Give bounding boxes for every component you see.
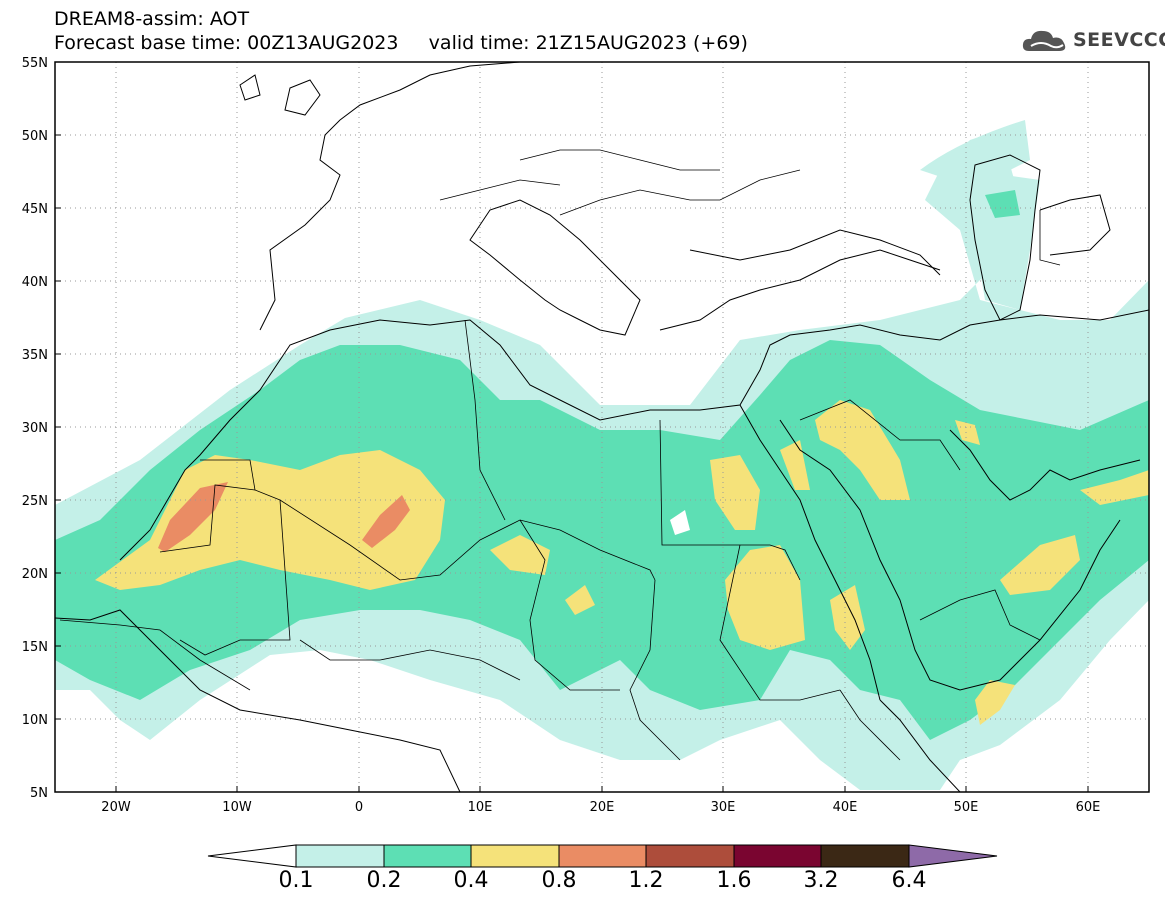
lat-label: 20N <box>22 567 48 582</box>
lon-label: 20W <box>101 800 131 815</box>
aot-band-0.4-gulf <box>955 420 980 445</box>
aot-band-0.4-egypt <box>710 455 760 530</box>
colorbar-label: 3.2 <box>803 868 839 893</box>
colorbar-swatch <box>558 844 647 868</box>
colorbar-under-arrow <box>207 844 297 868</box>
aot-band-0.4-libya <box>565 585 595 615</box>
aot-band-0.4-pakistan <box>1080 470 1149 505</box>
clear-patch <box>670 510 690 535</box>
colorbar <box>207 844 998 868</box>
lon-label: 10W <box>222 800 252 815</box>
colorbar-label: 1.2 <box>628 868 664 893</box>
lon-label: 50E <box>954 800 979 815</box>
lat-label: 55N <box>22 56 48 71</box>
colorbar-swatch <box>645 844 735 868</box>
lat-label: 50N <box>22 129 48 144</box>
lon-label: 30E <box>711 800 736 815</box>
colorbar-label: 0.4 <box>453 868 489 893</box>
aot-band-0.4-chad <box>490 535 550 575</box>
lon-label: 10E <box>468 800 493 815</box>
lon-label: 60E <box>1076 800 1101 815</box>
lon-label: 20E <box>590 800 615 815</box>
lat-label: 45N <box>22 202 48 217</box>
latitude-labels: 55N 50N 45N 40N 35N 30N 25N 20N 15N 10N … <box>22 56 48 801</box>
aot-band-0.4-redsea <box>780 440 810 490</box>
forecast-times: Forecast base time: 00Z13AUG2023 valid t… <box>54 32 748 54</box>
aot-band-0.1-north <box>920 120 1030 180</box>
colorbar-labels: 0.1 0.2 0.4 0.8 1.2 1.6 3.2 6.4 <box>0 868 1165 898</box>
lat-label: 25N <box>22 494 48 509</box>
map-title: DREAM8-assim: AOT <box>54 8 250 30</box>
aot-band-0.4-westsahara <box>95 450 445 590</box>
cloud-icon <box>1022 30 1066 51</box>
lat-label: 40N <box>22 275 48 290</box>
lat-label: 10N <box>22 713 48 728</box>
longitude-labels: 20W 10W 0 10E 20E 30E 40E 50E 60E <box>101 800 1100 815</box>
lat-label: 15N <box>22 640 48 655</box>
aot-band-0.8-algeria <box>362 495 410 548</box>
aot-band-0.4-yemen <box>830 585 865 650</box>
seevccc-logo: SEEVCCC <box>1021 26 1165 56</box>
country-borders <box>59 149 1061 761</box>
axis-ticks <box>55 61 1089 793</box>
aot-band-0.2-caspian <box>985 190 1020 218</box>
aot-band-0.4-arabia <box>815 400 910 500</box>
colorbar-swatch <box>383 844 472 868</box>
colorbar-label: 0.1 <box>278 868 314 893</box>
colorbar-swatch <box>295 844 385 868</box>
colorbar-label: 1.6 <box>716 868 752 893</box>
colorbar-label: 6.4 <box>891 868 927 893</box>
lat-label: 35N <box>22 348 48 363</box>
lon-label: 0 <box>355 800 363 815</box>
lon-label: 40E <box>833 800 858 815</box>
aot-shading <box>55 120 1149 790</box>
aot-band-0.4-somalia <box>975 680 1015 725</box>
colorbar-label: 0.2 <box>366 868 402 893</box>
aot-band-0.1-caspian <box>970 170 1040 310</box>
logo-text: SEEVCCC <box>1073 29 1165 51</box>
colorbar-over-arrow <box>908 844 998 868</box>
lat-label: 5N <box>30 786 48 801</box>
graticule <box>55 62 1149 792</box>
colorbar-swatch <box>820 844 910 868</box>
coastlines <box>55 62 1149 792</box>
colorbar-label: 0.8 <box>541 868 577 893</box>
aot-band-0.4-sudan <box>725 545 805 650</box>
colorbar-swatch <box>470 844 560 868</box>
aot-band-0.4-oman <box>1000 535 1080 595</box>
lat-label: 30N <box>22 421 48 436</box>
colorbar-swatch <box>733 844 822 868</box>
